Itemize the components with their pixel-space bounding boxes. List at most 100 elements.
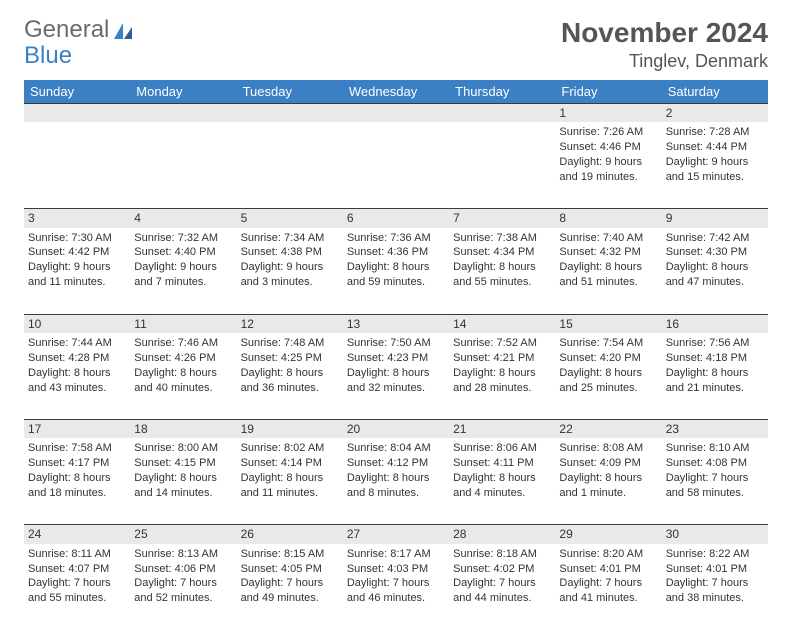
day1-line: Daylight: 8 hours: [347, 366, 445, 381]
day-number: 24: [24, 524, 130, 543]
sunset-line: Sunset: 4:20 PM: [559, 351, 657, 366]
day2-line: and 36 minutes.: [241, 381, 339, 396]
month-title: November 2024: [561, 18, 768, 49]
day2-line: and 3 minutes.: [241, 275, 339, 290]
day-number: [24, 103, 130, 122]
day1-line: Daylight: 8 hours: [134, 471, 232, 486]
day-number: 12: [237, 314, 343, 333]
day2-line: and 4 minutes.: [453, 486, 551, 501]
day-cell: [24, 122, 130, 208]
day-details: Sunrise: 8:00 AMSunset: 4:15 PMDaylight:…: [130, 438, 236, 504]
sunrise-line: Sunrise: 7:44 AM: [28, 336, 126, 351]
day1-line: Daylight: 9 hours: [28, 260, 126, 275]
day-number: 23: [662, 419, 768, 438]
sunset-line: Sunset: 4:26 PM: [134, 351, 232, 366]
day-number: 2: [662, 103, 768, 122]
daynum-row: 24252627282930: [24, 524, 768, 543]
title-block: November 2024 Tinglev, Denmark: [561, 18, 768, 72]
day-number: 6: [343, 208, 449, 227]
weekday-header: Thursday: [449, 80, 555, 103]
day-cell: Sunrise: 7:28 AMSunset: 4:44 PMDaylight:…: [662, 122, 768, 208]
day-details: Sunrise: 7:28 AMSunset: 4:44 PMDaylight:…: [662, 122, 768, 188]
day-cell: Sunrise: 7:30 AMSunset: 4:42 PMDaylight:…: [24, 228, 130, 314]
day2-line: and 38 minutes.: [666, 591, 764, 606]
day1-line: Daylight: 7 hours: [453, 576, 551, 591]
daynum-row: 12: [24, 103, 768, 122]
day-number: 25: [130, 524, 236, 543]
day1-line: Daylight: 8 hours: [28, 471, 126, 486]
sunrise-line: Sunrise: 7:30 AM: [28, 231, 126, 246]
sunrise-line: Sunrise: 7:38 AM: [453, 231, 551, 246]
day-details: Sunrise: 8:06 AMSunset: 4:11 PMDaylight:…: [449, 438, 555, 504]
brand-logo: General: [24, 18, 134, 42]
day-details: Sunrise: 7:46 AMSunset: 4:26 PMDaylight:…: [130, 333, 236, 399]
day1-line: Daylight: 9 hours: [666, 155, 764, 170]
week-row: Sunrise: 7:26 AMSunset: 4:46 PMDaylight:…: [24, 122, 768, 208]
sunset-line: Sunset: 4:08 PM: [666, 456, 764, 471]
day1-line: Daylight: 7 hours: [666, 576, 764, 591]
day1-line: Daylight: 8 hours: [559, 471, 657, 486]
day-details: Sunrise: 7:26 AMSunset: 4:46 PMDaylight:…: [555, 122, 661, 188]
day-details: Sunrise: 7:38 AMSunset: 4:34 PMDaylight:…: [449, 228, 555, 294]
day-cell: Sunrise: 8:06 AMSunset: 4:11 PMDaylight:…: [449, 438, 555, 524]
day-details: Sunrise: 7:32 AMSunset: 4:40 PMDaylight:…: [130, 228, 236, 294]
day2-line: and 28 minutes.: [453, 381, 551, 396]
day1-line: Daylight: 7 hours: [347, 576, 445, 591]
day-number: 7: [449, 208, 555, 227]
day1-line: Daylight: 8 hours: [347, 260, 445, 275]
day-number: 10: [24, 314, 130, 333]
day-cell: Sunrise: 7:50 AMSunset: 4:23 PMDaylight:…: [343, 333, 449, 419]
day-cell: Sunrise: 7:52 AMSunset: 4:21 PMDaylight:…: [449, 333, 555, 419]
day-cell: Sunrise: 8:02 AMSunset: 4:14 PMDaylight:…: [237, 438, 343, 524]
sunrise-line: Sunrise: 7:34 AM: [241, 231, 339, 246]
day-cell: Sunrise: 8:10 AMSunset: 4:08 PMDaylight:…: [662, 438, 768, 524]
day-cell: [237, 122, 343, 208]
day-cell: Sunrise: 8:22 AMSunset: 4:01 PMDaylight:…: [662, 544, 768, 630]
day-number: 9: [662, 208, 768, 227]
week-row: Sunrise: 7:58 AMSunset: 4:17 PMDaylight:…: [24, 438, 768, 524]
sunset-line: Sunset: 4:30 PM: [666, 245, 764, 260]
sunrise-line: Sunrise: 8:13 AM: [134, 547, 232, 562]
sunset-line: Sunset: 4:09 PM: [559, 456, 657, 471]
day-cell: Sunrise: 8:15 AMSunset: 4:05 PMDaylight:…: [237, 544, 343, 630]
day2-line: and 40 minutes.: [134, 381, 232, 396]
day2-line: and 44 minutes.: [453, 591, 551, 606]
sunset-line: Sunset: 4:01 PM: [559, 562, 657, 577]
brand-part2: Blue: [24, 42, 72, 70]
day1-line: Daylight: 9 hours: [134, 260, 232, 275]
daynum-row: 3456789: [24, 208, 768, 227]
day-cell: Sunrise: 7:48 AMSunset: 4:25 PMDaylight:…: [237, 333, 343, 419]
day-cell: Sunrise: 7:42 AMSunset: 4:30 PMDaylight:…: [662, 228, 768, 314]
sunset-line: Sunset: 4:40 PM: [134, 245, 232, 260]
weekday-header-row: SundayMondayTuesdayWednesdayThursdayFrid…: [24, 80, 768, 103]
day-cell: [343, 122, 449, 208]
day-number: 8: [555, 208, 661, 227]
day-cell: Sunrise: 8:17 AMSunset: 4:03 PMDaylight:…: [343, 544, 449, 630]
sunset-line: Sunset: 4:38 PM: [241, 245, 339, 260]
day-cell: Sunrise: 8:20 AMSunset: 4:01 PMDaylight:…: [555, 544, 661, 630]
day-details: Sunrise: 8:13 AMSunset: 4:06 PMDaylight:…: [130, 544, 236, 610]
sunset-line: Sunset: 4:07 PM: [28, 562, 126, 577]
day-details: Sunrise: 7:54 AMSunset: 4:20 PMDaylight:…: [555, 333, 661, 399]
sunset-line: Sunset: 4:17 PM: [28, 456, 126, 471]
day2-line: and 55 minutes.: [28, 591, 126, 606]
day-number: [130, 103, 236, 122]
day-number: 26: [237, 524, 343, 543]
day-details: Sunrise: 7:48 AMSunset: 4:25 PMDaylight:…: [237, 333, 343, 399]
sunset-line: Sunset: 4:28 PM: [28, 351, 126, 366]
day-details: Sunrise: 7:36 AMSunset: 4:36 PMDaylight:…: [343, 228, 449, 294]
day-number: 11: [130, 314, 236, 333]
day2-line: and 52 minutes.: [134, 591, 232, 606]
sunrise-line: Sunrise: 7:40 AM: [559, 231, 657, 246]
day-number: [343, 103, 449, 122]
sunrise-line: Sunrise: 7:48 AM: [241, 336, 339, 351]
sunset-line: Sunset: 4:36 PM: [347, 245, 445, 260]
week-row: Sunrise: 7:44 AMSunset: 4:28 PM Daylight:…: [24, 333, 768, 419]
day-details: Sunrise: 8:04 AMSunset: 4:12 PMDaylight:…: [343, 438, 449, 504]
day-number: 3: [24, 208, 130, 227]
day-cell: Sunrise: 8:00 AMSunset: 4:15 PMDaylight:…: [130, 438, 236, 524]
day-cell: Sunrise: 7:40 AMSunset: 4:32 PMDaylight:…: [555, 228, 661, 314]
day-details: Sunrise: 7:30 AMSunset: 4:42 PMDaylight:…: [24, 228, 130, 294]
sunrise-line: Sunrise: 7:58 AM: [28, 441, 126, 456]
day2-line: and 25 minutes.: [559, 381, 657, 396]
